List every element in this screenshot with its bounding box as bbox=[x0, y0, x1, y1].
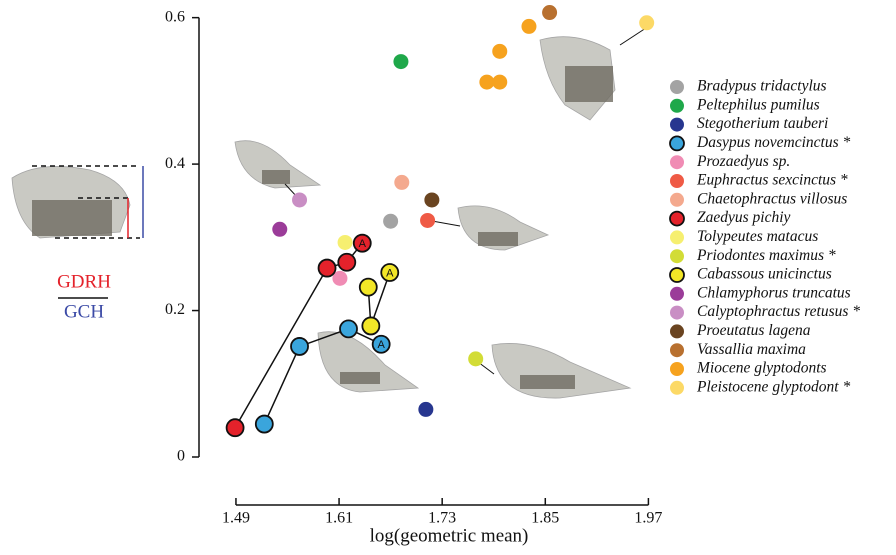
y-tick-label: 0.6 bbox=[165, 8, 185, 25]
data-point bbox=[492, 44, 507, 59]
x-tick-label: 1.97 bbox=[634, 510, 662, 527]
data-point bbox=[393, 54, 408, 69]
legend-label: Stegotherium tauberi bbox=[697, 115, 828, 132]
ratio-denominator: GCH bbox=[64, 301, 104, 322]
data-point bbox=[362, 317, 379, 334]
y-tick-label: 0 bbox=[177, 448, 185, 465]
page: GDRH GCH log(geometric mean) 0 0.2 0.4 0.6 1… bbox=[0, 0, 896, 555]
legend-label: Proeutatus lagena bbox=[696, 322, 811, 339]
x-tick-label: 1.73 bbox=[428, 510, 456, 527]
data-point bbox=[542, 5, 557, 20]
data-point bbox=[291, 338, 308, 355]
point-label: A bbox=[377, 339, 385, 351]
data-point bbox=[256, 416, 273, 433]
chart: GDRH GCH log(geometric mean) 0 0.2 0.4 0.6 1… bbox=[0, 0, 896, 550]
legend-marker bbox=[670, 268, 684, 282]
skull-illustration bbox=[12, 28, 646, 398]
data-point bbox=[418, 402, 433, 417]
legend-label: Cabassous unicinctus bbox=[697, 266, 832, 283]
legend-marker bbox=[670, 136, 684, 150]
data-point bbox=[492, 75, 507, 90]
point-label: A bbox=[386, 267, 394, 279]
data-point bbox=[338, 235, 353, 250]
x-axis-label: log(geometric mean) bbox=[370, 525, 529, 546]
data-point bbox=[468, 351, 483, 366]
data-point bbox=[227, 419, 244, 436]
legend-marker bbox=[670, 193, 684, 207]
legend-marker bbox=[670, 287, 684, 301]
y-tick-label: 0.2 bbox=[165, 301, 185, 318]
data-point bbox=[383, 214, 398, 229]
data-point bbox=[479, 75, 494, 90]
data-point bbox=[360, 279, 377, 296]
legend-marker bbox=[670, 306, 684, 320]
data-point bbox=[340, 320, 357, 337]
legend-marker bbox=[670, 118, 684, 132]
legend-marker bbox=[670, 174, 684, 188]
legend-label: Priodontes maximus * bbox=[696, 247, 836, 264]
legend-marker bbox=[670, 80, 684, 94]
x-tick-label: 1.49 bbox=[222, 510, 250, 527]
legend-marker bbox=[670, 362, 684, 376]
legend-marker bbox=[670, 343, 684, 357]
legend-label: Peltephilus pumilus bbox=[696, 96, 820, 113]
legend-label: Bradypus tridactylus bbox=[697, 78, 827, 95]
data-point bbox=[420, 213, 435, 228]
y-tick-label: 0.4 bbox=[165, 155, 185, 172]
data-point bbox=[319, 260, 336, 277]
data-point bbox=[292, 192, 307, 207]
x-tick-label: 1.61 bbox=[325, 510, 353, 527]
data-point bbox=[272, 222, 287, 237]
legend-label: Prozaedyus sp. bbox=[696, 153, 790, 170]
legend-marker bbox=[670, 155, 684, 169]
data-point bbox=[521, 19, 536, 34]
data-point bbox=[639, 15, 654, 30]
legend-label: Calyptophractus retusus * bbox=[697, 303, 860, 320]
legend-label: Pleistocene glyptodont * bbox=[696, 378, 850, 395]
legend-label: Tolypeutes matacus bbox=[697, 228, 818, 245]
legend-marker bbox=[670, 230, 684, 244]
legend-label: Miocene glyptodonts bbox=[696, 360, 827, 377]
data-point bbox=[338, 254, 355, 271]
legend-marker bbox=[670, 324, 684, 338]
legend-marker bbox=[670, 212, 684, 226]
legend-label: Dasypus novemcinctus * bbox=[696, 134, 850, 151]
ratio-numerator: GDRH bbox=[57, 271, 111, 292]
data-point bbox=[424, 192, 439, 207]
x-tick-label: 1.85 bbox=[531, 510, 559, 527]
data-point bbox=[394, 175, 409, 190]
legend-label: Chlamyphorus truncatus bbox=[697, 284, 851, 301]
legend-marker bbox=[670, 381, 684, 395]
legend-label: Chaetophractus villosus bbox=[697, 190, 847, 207]
legend-label: Zaedyus pichiy bbox=[697, 209, 791, 226]
legend-marker bbox=[670, 249, 684, 263]
point-label: A bbox=[359, 238, 367, 250]
legend-marker bbox=[670, 99, 684, 113]
legend-label: Euphractus sexcinctus * bbox=[696, 172, 848, 189]
legend-label: Vassallia maxima bbox=[697, 341, 806, 358]
